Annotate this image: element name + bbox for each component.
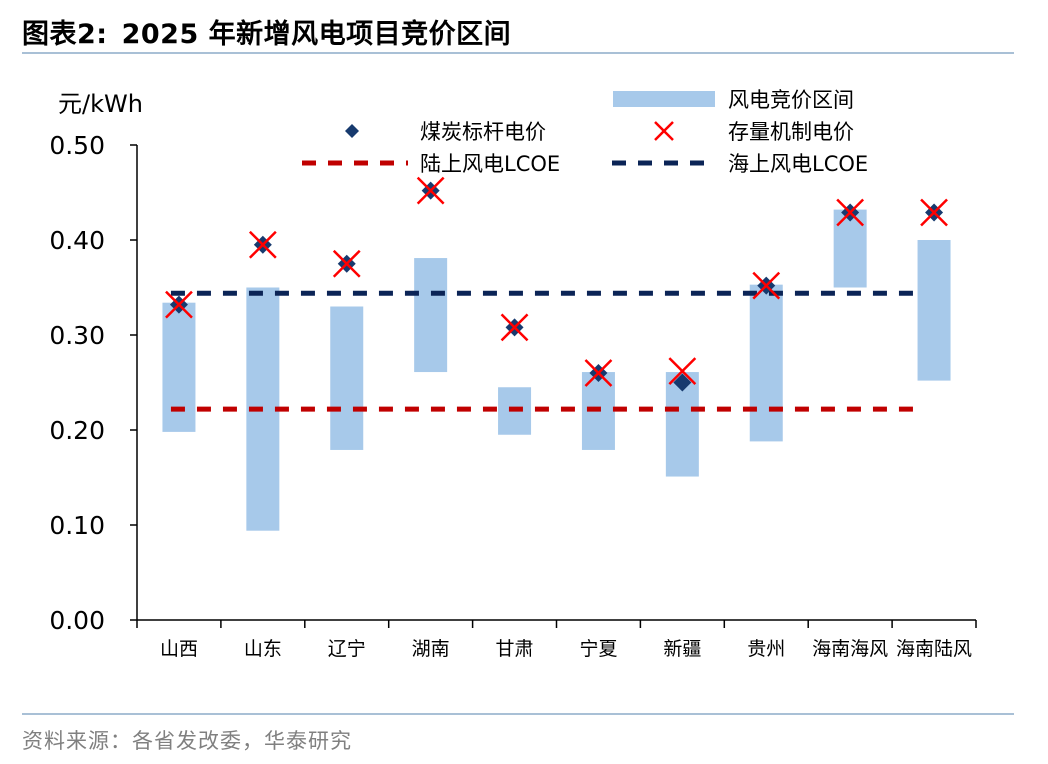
x-tick-label: 贵州 <box>747 638 785 660</box>
cross-stroke <box>500 313 529 342</box>
existing-mechanism-price-marker <box>416 176 445 205</box>
cross-stroke <box>836 198 865 227</box>
y-tick-label: 0.00 <box>49 606 105 635</box>
y-axis-title: 元/kWh <box>58 90 143 118</box>
y-tick-label: 0.10 <box>49 511 105 540</box>
legend-range-swatch <box>613 91 715 107</box>
cross-stroke <box>752 271 781 300</box>
figure-label: 图表2: <box>22 19 108 50</box>
x-tick-label: 海南陆风 <box>896 638 972 660</box>
range-bar <box>414 258 448 373</box>
figure-title: 图表2: 2025 年新增风电项目竞价区间 <box>22 12 511 51</box>
range-bar <box>917 240 951 381</box>
top-divider <box>22 52 1014 54</box>
legend-offshore-label: 海上风电LCOE <box>728 152 868 176</box>
legend-benchmark-label: 煤炭标杆电价 <box>420 120 546 144</box>
cross-stroke <box>654 121 674 141</box>
existing-mechanism-price-marker <box>500 313 529 342</box>
legend-existing-swatch <box>654 121 674 141</box>
existing-mechanism-price-marker <box>920 198 948 227</box>
x-tick-label: 湖南 <box>412 638 450 660</box>
cross-stroke <box>332 249 361 278</box>
bottom-divider <box>22 713 1014 715</box>
existing-mechanism-price-marker <box>332 249 361 278</box>
cross-stroke <box>920 198 948 227</box>
cross-stroke <box>668 357 697 385</box>
y-tick-label: 0.20 <box>49 416 105 445</box>
range-bar <box>749 284 783 442</box>
y-tick-label: 0.50 <box>49 131 105 160</box>
existing-mechanism-price-marker <box>752 271 781 300</box>
x-tick-label: 山西 <box>160 638 198 660</box>
x-tick-label: 新疆 <box>663 638 701 660</box>
existing-mechanism-price-marker <box>668 357 697 385</box>
x-tick-label: 辽宁 <box>328 638 366 660</box>
x-tick-label: 宁夏 <box>579 638 617 660</box>
existing-mechanism-price-marker <box>248 230 277 259</box>
range-bar <box>162 302 196 432</box>
legend-range-label: 风电竞价区间 <box>728 88 854 112</box>
existing-mechanism-price-marker <box>165 290 193 319</box>
cross-stroke <box>165 290 193 319</box>
y-tick-label: 0.40 <box>49 226 105 255</box>
legend-onshore-label: 陆上风电LCOE <box>420 152 560 176</box>
range-bar <box>330 306 364 450</box>
existing-mechanism-price-marker <box>584 359 613 387</box>
benchmark-price-marker <box>673 373 692 392</box>
y-tick-label: 0.30 <box>49 321 105 350</box>
cross-stroke <box>248 230 277 259</box>
legend-benchmark-swatch <box>345 124 359 138</box>
source-note: 资料来源：各省发改委，华泰研究 <box>22 729 352 753</box>
x-tick-label: 海南海风 <box>812 638 888 660</box>
x-tick-label: 甘肃 <box>496 638 534 660</box>
legend-existing-label: 存量机制电价 <box>728 120 854 144</box>
figure-title-text: 2025 年新增风电项目竞价区间 <box>121 19 512 50</box>
cross-stroke <box>416 176 445 205</box>
cross-stroke <box>584 359 613 387</box>
existing-mechanism-price-marker <box>836 198 865 227</box>
x-tick-label: 山东 <box>244 638 282 660</box>
